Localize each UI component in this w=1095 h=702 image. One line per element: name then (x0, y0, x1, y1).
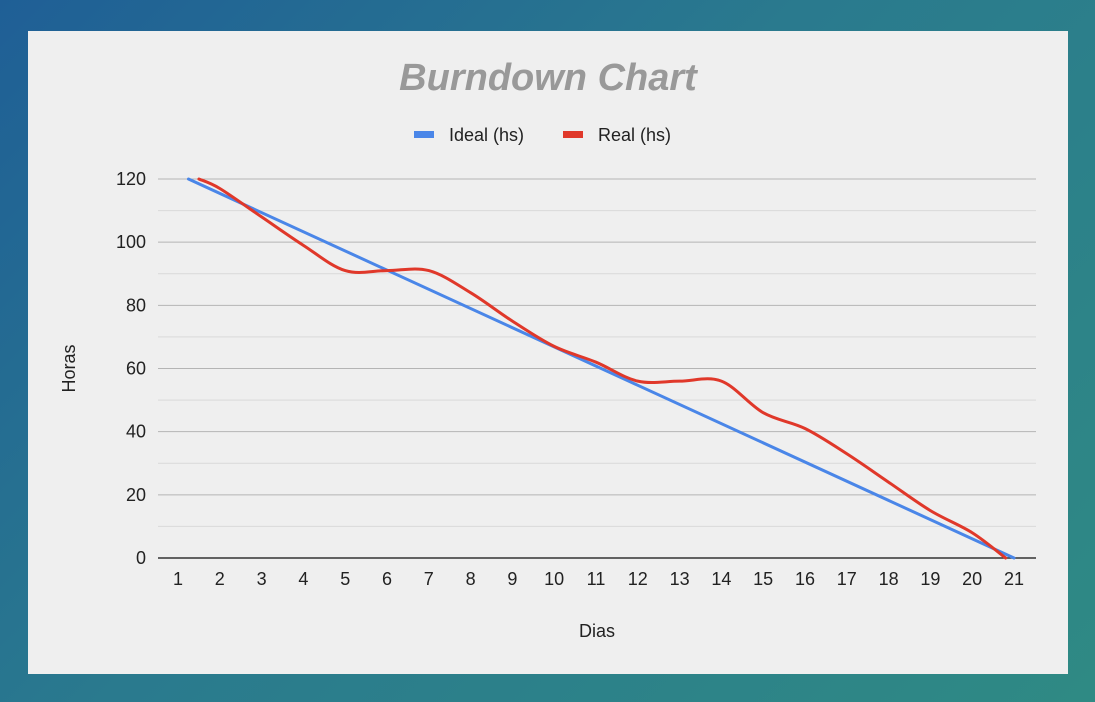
legend-swatch-real (563, 131, 583, 138)
x-tick-label: 8 (466, 569, 476, 589)
x-tick-label: 10 (544, 569, 564, 589)
x-tick-label: 14 (711, 569, 731, 589)
y-tick-label: 0 (136, 548, 146, 568)
x-tick-label: 6 (382, 569, 392, 589)
x-tick-label: 1 (173, 569, 183, 589)
x-tick-label: 4 (298, 569, 308, 589)
x-tick-label: 12 (628, 569, 648, 589)
x-tick-label: 20 (962, 569, 982, 589)
y-axis-title: Horas (59, 344, 79, 392)
series-line-real (197, 177, 1008, 560)
x-tick-label: 16 (795, 569, 815, 589)
x-tick-label: 21 (1004, 569, 1024, 589)
series-lines (186, 177, 1016, 560)
x-tick-label: 9 (507, 569, 517, 589)
x-tick-label: 19 (920, 569, 940, 589)
y-tick-label: 120 (116, 169, 146, 189)
x-tick-label: 5 (340, 569, 350, 589)
legend-label-real: Real (hs) (598, 125, 671, 145)
legend: Ideal (hs) Real (hs) (414, 125, 671, 145)
x-tick-label: 15 (753, 569, 773, 589)
x-tick-label: 13 (670, 569, 690, 589)
chart-title: Burndown Chart (399, 57, 697, 99)
y-tick-label: 80 (126, 295, 146, 315)
legend-swatch-ideal (414, 131, 434, 138)
y-tick-label: 60 (126, 359, 146, 379)
series-line-ideal (186, 177, 1016, 560)
x-tick-label: 2 (215, 569, 225, 589)
grid-lines (158, 178, 1036, 527)
x-axis-title: Dias (579, 621, 615, 641)
y-tick-label: 100 (116, 232, 146, 252)
x-tick-label: 3 (257, 569, 267, 589)
x-tick-label: 11 (587, 569, 606, 589)
y-tick-label: 20 (126, 485, 146, 505)
legend-label-ideal: Ideal (hs) (449, 125, 524, 145)
x-tick-label: 7 (424, 569, 434, 589)
x-tick-label: 17 (837, 569, 857, 589)
y-tick-label: 40 (126, 422, 146, 442)
x-tick-label: 18 (879, 569, 899, 589)
chart-panel: Burndown Chart Ideal (hs) Real (hs) 0 20 40… (28, 31, 1068, 674)
